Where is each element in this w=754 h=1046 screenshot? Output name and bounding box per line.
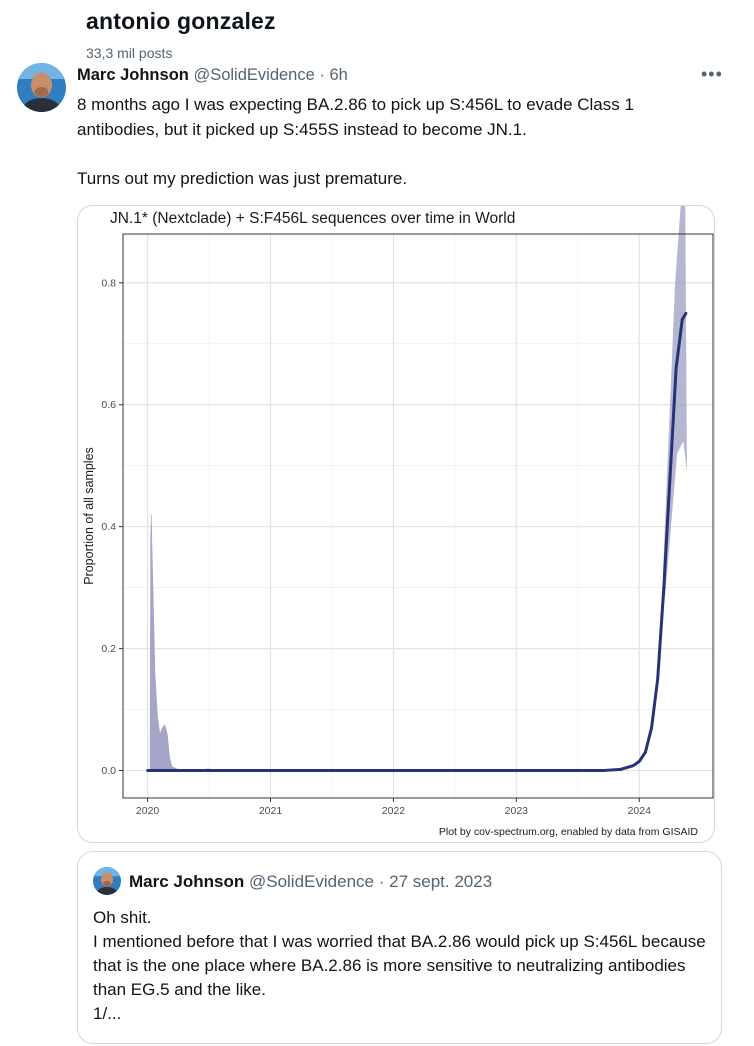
chart-y-tick-label: 0.0 [101,765,116,777]
chart-series-point [684,311,688,315]
quoted-tweet[interactable]: Marc Johnson @SolidEvidence · 27 sept. 2… [77,851,722,1044]
tweet-header: Marc Johnson @SolidEvidence · 6h [77,66,348,85]
profile-name: antonio gonzalez [86,8,276,34]
chart-series-point [164,769,168,772]
chart-series-point [514,769,518,772]
chart-panel-border [122,233,714,799]
chart-series-point [637,760,641,763]
chart-y-tick-label: 0.6 [101,399,116,411]
tweet-text: 8 months ago I was expecting BA.2.86 to … [77,95,634,188]
profile-header: antonio gonzalez 33,3 mil posts [0,0,754,66]
quote-separator: · [378,872,385,891]
chart-title: JN.1* (Nextclade) + S:F456L sequences ov… [110,210,515,227]
posts-count: 33,3 mil posts [86,45,173,61]
chart-x-tick-label: 2021 [259,805,283,817]
chart-series-point [219,769,223,772]
chart-series-point [650,726,653,730]
quote-avatar [93,867,121,895]
chart-series-point [674,366,678,370]
more-horizontal-icon[interactable]: ••• [701,64,723,84]
chart-caption: Plot by cov-spectrum.org, enabled by dat… [439,826,699,838]
chart-x-tick-label: 2020 [136,805,160,817]
chart-x-tick-label: 2022 [382,805,406,817]
chart-y-tick-label: 0.4 [101,521,116,533]
quote-text: Oh shit. I mentioned before that I was w… [93,908,706,1023]
chart-series-point [269,769,272,772]
author-handle[interactable]: @SolidEvidence [193,66,315,84]
chart-plot-area [123,234,713,798]
chart-series-point [146,769,149,772]
chart-series-point [600,769,604,772]
quote-author-handle: @SolidEvidence [248,872,374,891]
chart-series-point [643,750,647,754]
chart-series-point [392,769,395,772]
chart-y-tick-label: 0.8 [101,277,116,289]
chart-y-tick-label: 0.2 [101,643,116,655]
author-name[interactable]: Marc Johnson [77,66,189,84]
chart-x-tick-label: 2024 [628,805,652,817]
chart-y-axis-label: Proportion of all samples [82,447,96,585]
chart-x-tick-label: 2023 [505,805,529,817]
avatar[interactable] [17,63,66,112]
chart-series-point [183,769,186,772]
chart-series-point [631,764,635,768]
chart-series-point [619,767,623,771]
quote-date: 27 sept. 2023 [389,872,493,891]
chart-series-point [668,476,672,480]
chart-svg: 2020 2021 2022 2023 2024 0.0 0.2 0.4 0.6 0.8 JN.1*… [82,206,714,838]
chart-series-point [662,586,666,590]
chart-series-point [656,677,660,681]
chart-series-point [680,317,684,321]
header-separator: · [319,66,325,84]
quote-author-name: Marc Johnson [129,872,245,891]
tweet-media-chart[interactable]: 2020 2021 2022 2023 2024 0.0 0.2 0.4 0.6 0.8 JN.1*… [77,205,715,843]
tweet-time[interactable]: 6h [329,66,348,84]
quote-header: Marc Johnson @SolidEvidence · 27 sept. 2… [129,872,492,892]
